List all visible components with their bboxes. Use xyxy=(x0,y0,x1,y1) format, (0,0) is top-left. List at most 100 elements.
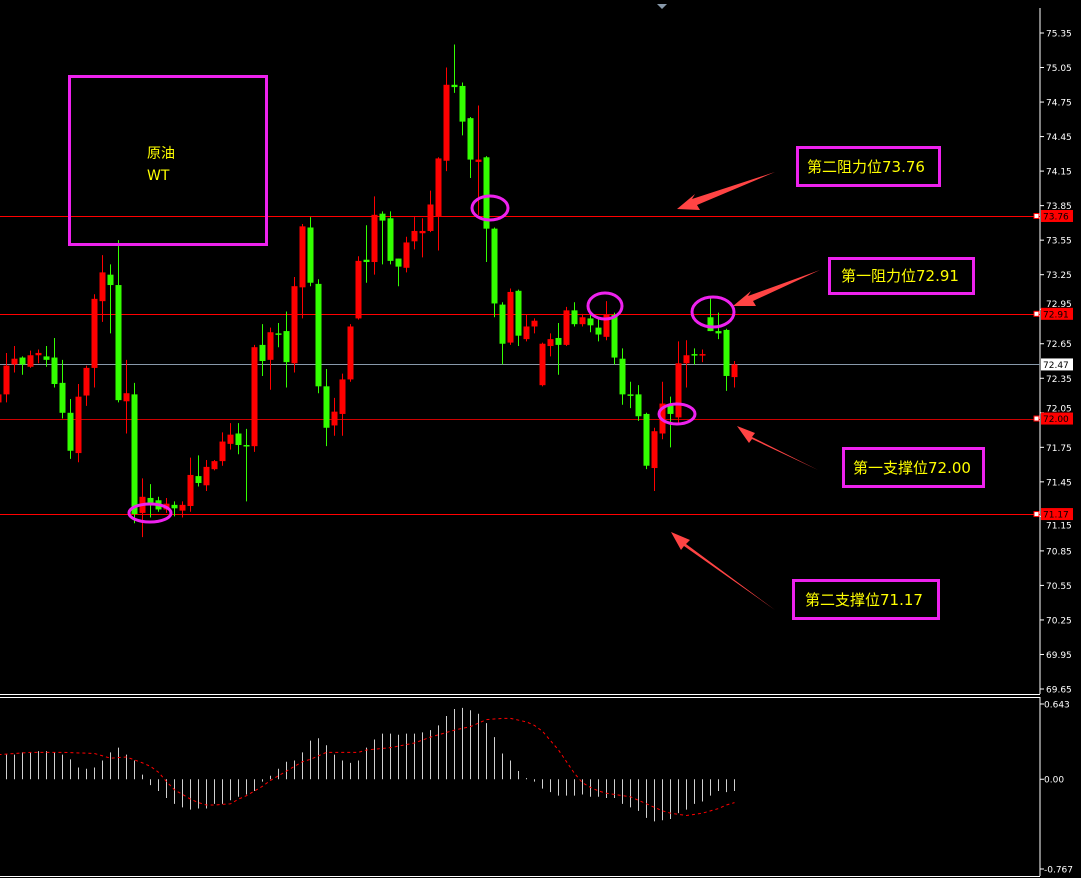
candle xyxy=(619,348,626,405)
candle xyxy=(507,288,514,345)
candle xyxy=(251,344,258,452)
candle-body xyxy=(211,461,218,470)
title-box[interactable] xyxy=(68,75,268,246)
price-tag-marker xyxy=(1033,415,1040,422)
price-tag xyxy=(1041,209,1073,222)
candle xyxy=(427,190,434,233)
candle xyxy=(627,381,634,409)
candle xyxy=(27,350,34,368)
candle-body xyxy=(75,396,82,454)
candle-body xyxy=(691,354,698,356)
candle xyxy=(387,211,394,265)
candle xyxy=(723,328,730,391)
candle-body xyxy=(331,411,338,426)
candle-body xyxy=(323,386,330,428)
candle xyxy=(227,423,234,450)
candle-body xyxy=(219,441,226,462)
resistance-1-box[interactable] xyxy=(828,257,975,295)
candle-body xyxy=(395,258,402,267)
candle xyxy=(259,324,266,376)
candle xyxy=(587,314,594,333)
price-tag-label: 72.91 xyxy=(1043,310,1069,320)
candle xyxy=(443,67,450,172)
arrow-resistance-1-icon xyxy=(733,270,820,306)
candle xyxy=(475,105,482,215)
candle xyxy=(43,346,50,367)
candle-body xyxy=(43,356,50,360)
candle xyxy=(139,478,146,538)
price-tick-label: 75.05 xyxy=(1046,64,1072,74)
candle xyxy=(267,327,274,390)
candle-body xyxy=(427,204,434,231)
candle xyxy=(547,333,554,357)
candle xyxy=(595,318,602,342)
candle xyxy=(451,44,458,93)
candle xyxy=(555,323,562,375)
candle-body xyxy=(387,218,394,261)
candle xyxy=(67,398,74,459)
price-tick-label: 74.45 xyxy=(1046,133,1072,143)
resistance-2-box[interactable] xyxy=(796,146,941,187)
candle-body xyxy=(91,298,98,368)
candle-body xyxy=(571,310,578,325)
candle-body xyxy=(435,158,442,216)
candle-body xyxy=(0,394,2,403)
candle xyxy=(483,156,490,263)
candle-body xyxy=(523,326,530,340)
candle-body xyxy=(355,260,362,319)
price-tag xyxy=(1041,412,1073,425)
price-tick-label: 72.95 xyxy=(1046,300,1072,310)
candle-body xyxy=(123,393,130,402)
candle xyxy=(363,225,370,283)
candle-body xyxy=(547,339,554,347)
candle-body xyxy=(411,230,418,242)
candle-body xyxy=(99,272,106,302)
candle xyxy=(411,217,418,250)
chart-shift-marker-icon[interactable] xyxy=(657,4,667,9)
candle xyxy=(11,346,18,373)
support-1-box[interactable] xyxy=(842,447,985,488)
candle-body xyxy=(27,355,34,367)
candle-body xyxy=(179,504,186,511)
candle-body xyxy=(171,504,178,509)
candle xyxy=(283,311,290,388)
candle-body xyxy=(555,337,562,345)
candle-body xyxy=(267,332,274,360)
candle-body xyxy=(619,358,626,395)
candle xyxy=(219,432,226,466)
support-2-box[interactable] xyxy=(792,579,940,620)
candle-body xyxy=(235,433,242,446)
candle xyxy=(195,455,202,487)
candle-body xyxy=(251,347,258,447)
candle xyxy=(467,117,474,179)
price-tag xyxy=(1041,358,1073,371)
candle-body xyxy=(667,404,674,414)
price-tag-label: 72.00 xyxy=(1043,415,1069,425)
candle xyxy=(187,457,194,512)
candle xyxy=(307,217,314,287)
candle-body xyxy=(347,326,354,380)
candle-body xyxy=(707,317,714,332)
candle xyxy=(19,356,26,375)
candle-body xyxy=(291,286,298,364)
candle xyxy=(35,349,42,364)
candle-body xyxy=(11,358,18,365)
candle xyxy=(51,337,58,388)
candle xyxy=(211,459,218,471)
resistance-2-label: 第二阻力位73.76 xyxy=(807,158,925,176)
candle-body xyxy=(315,283,322,387)
price-tick-label: 70.55 xyxy=(1046,582,1072,592)
candle xyxy=(99,255,106,322)
candle xyxy=(323,369,330,447)
price-tick-label: 71.15 xyxy=(1046,522,1072,532)
price-tag-label: 72.47 xyxy=(1043,361,1069,371)
price-tag-label: 71.17 xyxy=(1043,511,1069,521)
price-tick-label: 71.45 xyxy=(1046,478,1072,488)
candle-body xyxy=(451,84,458,88)
candle-body xyxy=(475,159,482,162)
candle xyxy=(435,157,442,251)
annotation-layer: 原油 WT 第二阻力位73.76 第一阻力位72.91 第一支撑位72.00 第… xyxy=(68,75,985,620)
candle-body xyxy=(491,228,498,304)
price-tag xyxy=(1041,508,1073,521)
